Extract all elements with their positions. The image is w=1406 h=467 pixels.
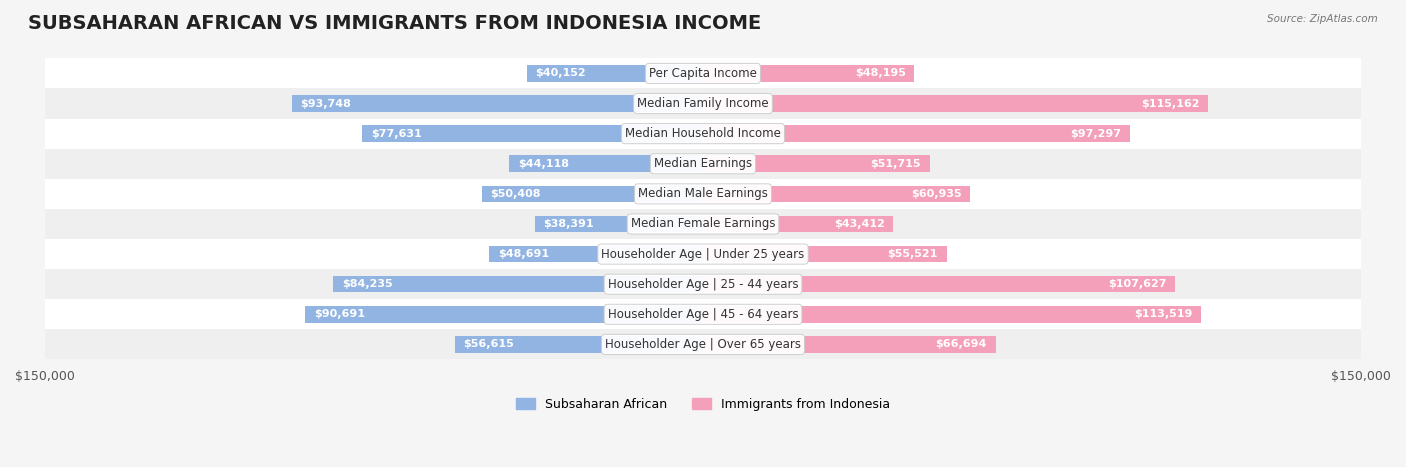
Bar: [454, 336, 703, 353]
Text: $115,162: $115,162: [1140, 99, 1199, 108]
Bar: [703, 336, 995, 353]
Text: Median Earnings: Median Earnings: [654, 157, 752, 170]
Bar: [703, 125, 1130, 142]
Text: $93,748: $93,748: [301, 99, 352, 108]
Bar: [291, 95, 703, 112]
Bar: [703, 276, 1175, 292]
Text: Median Household Income: Median Household Income: [626, 127, 780, 140]
Bar: [703, 306, 1201, 323]
Bar: [703, 246, 946, 262]
Bar: [703, 216, 893, 232]
Text: Householder Age | 45 - 64 years: Householder Age | 45 - 64 years: [607, 308, 799, 321]
Text: $48,195: $48,195: [855, 69, 905, 78]
Text: $50,408: $50,408: [491, 189, 541, 199]
Bar: [45, 209, 1361, 239]
Text: $51,715: $51,715: [870, 159, 921, 169]
Bar: [45, 179, 1361, 209]
Bar: [45, 239, 1361, 269]
Text: Source: ZipAtlas.com: Source: ZipAtlas.com: [1267, 14, 1378, 24]
Text: $43,412: $43,412: [834, 219, 884, 229]
Bar: [45, 269, 1361, 299]
Bar: [482, 185, 703, 202]
Bar: [509, 156, 703, 172]
Bar: [45, 329, 1361, 360]
Text: Householder Age | Over 65 years: Householder Age | Over 65 years: [605, 338, 801, 351]
Text: Householder Age | 25 - 44 years: Householder Age | 25 - 44 years: [607, 278, 799, 290]
Text: $48,691: $48,691: [498, 249, 550, 259]
Bar: [45, 88, 1361, 119]
Text: $107,627: $107,627: [1108, 279, 1167, 289]
Text: Per Capita Income: Per Capita Income: [650, 67, 756, 80]
Text: $97,297: $97,297: [1070, 128, 1121, 139]
Text: $66,694: $66,694: [935, 340, 987, 349]
Text: $44,118: $44,118: [519, 159, 569, 169]
Bar: [703, 185, 970, 202]
Text: $113,519: $113,519: [1133, 309, 1192, 319]
Text: $55,521: $55,521: [887, 249, 938, 259]
Bar: [45, 149, 1361, 179]
Text: $38,391: $38,391: [543, 219, 593, 229]
Text: $56,615: $56,615: [464, 340, 515, 349]
Bar: [703, 95, 1208, 112]
Text: $84,235: $84,235: [342, 279, 392, 289]
Text: $77,631: $77,631: [371, 128, 422, 139]
Bar: [45, 119, 1361, 149]
Bar: [333, 276, 703, 292]
Text: Median Female Earnings: Median Female Earnings: [631, 218, 775, 231]
Bar: [534, 216, 703, 232]
Text: Householder Age | Under 25 years: Householder Age | Under 25 years: [602, 248, 804, 261]
Text: $60,935: $60,935: [911, 189, 962, 199]
Legend: Subsaharan African, Immigrants from Indonesia: Subsaharan African, Immigrants from Indo…: [512, 393, 894, 416]
Bar: [527, 65, 703, 82]
Text: $40,152: $40,152: [536, 69, 586, 78]
Text: Median Family Income: Median Family Income: [637, 97, 769, 110]
Text: SUBSAHARAN AFRICAN VS IMMIGRANTS FROM INDONESIA INCOME: SUBSAHARAN AFRICAN VS IMMIGRANTS FROM IN…: [28, 14, 762, 33]
Bar: [489, 246, 703, 262]
Bar: [45, 58, 1361, 88]
Bar: [45, 299, 1361, 329]
Text: Median Male Earnings: Median Male Earnings: [638, 187, 768, 200]
Bar: [363, 125, 703, 142]
Bar: [703, 156, 929, 172]
Text: $90,691: $90,691: [314, 309, 366, 319]
Bar: [305, 306, 703, 323]
Bar: [703, 65, 914, 82]
